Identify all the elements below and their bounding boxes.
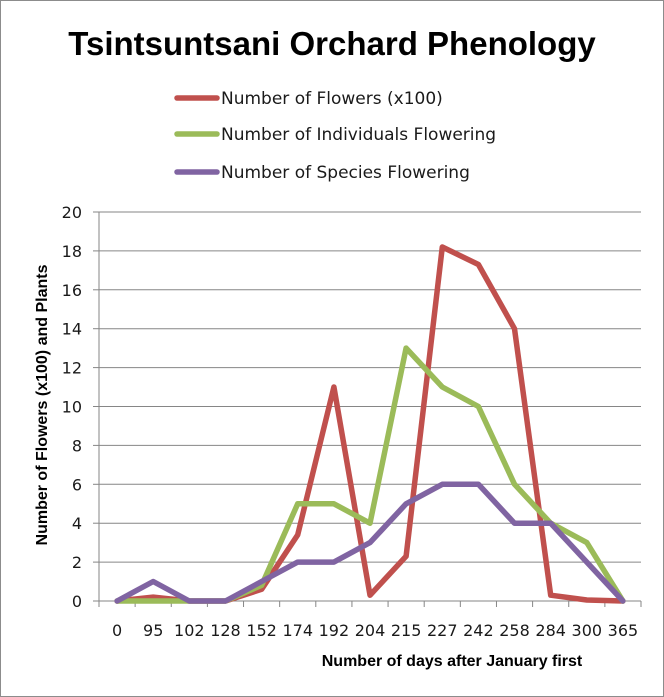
x-tick-label: 174 <box>282 621 313 640</box>
legend-label: Number of Species Flowering <box>221 163 470 183</box>
y-tick-label: 0 <box>72 592 82 611</box>
x-tick-label: 192 <box>319 621 350 640</box>
x-tick-label: 152 <box>246 621 277 640</box>
y-tick-label: 14 <box>62 320 82 339</box>
x-tick-label: 300 <box>572 621 603 640</box>
series-line <box>114 481 626 604</box>
y-tick-label: 2 <box>72 553 82 572</box>
x-axis-ticks: 0 95 102 128 152 174 192 204 215 227 242 258 284 300 3… <box>112 621 638 640</box>
series-line <box>114 244 626 604</box>
legend-label: Number of Individuals Flowering <box>221 125 496 145</box>
x-tick-label: 0 <box>112 621 122 640</box>
y-tick-label: 20 <box>62 203 82 222</box>
x-tick-label: 365 <box>608 621 639 640</box>
series-lines <box>114 244 626 604</box>
y-tick-label: 10 <box>62 398 82 417</box>
x-axis-title: Number of days after January first <box>322 653 583 670</box>
x-tick-label: 258 <box>499 621 530 640</box>
y-axis-ticks: 0 2 4 6 8 10 12 14 16 18 20 <box>62 203 82 611</box>
x-tick-label: 128 <box>210 621 241 640</box>
x-tick-label: 215 <box>391 621 422 640</box>
chart-title: Tsintsuntsani Orchard Phenology <box>68 25 596 62</box>
x-tick-label: 204 <box>355 621 386 640</box>
x-tick-label: 102 <box>174 621 205 640</box>
x-tick-label: 284 <box>535 621 566 640</box>
y-tick-label: 6 <box>72 475 82 494</box>
x-tick-label: 227 <box>427 621 458 640</box>
gridlines <box>93 211 642 607</box>
legend: Number of Flowers (x100) Number of Indivi… <box>174 89 496 183</box>
y-tick-label: 8 <box>72 436 82 455</box>
x-tick-label: 242 <box>463 621 494 640</box>
y-axis-title: Number of Flowers (x100) and Plants <box>34 264 51 545</box>
y-tick-label: 18 <box>62 242 82 261</box>
x-tick-label: 95 <box>143 621 163 640</box>
y-tick-label: 12 <box>62 359 82 378</box>
y-tick-label: 16 <box>62 281 82 300</box>
legend-label: Number of Flowers (x100) <box>221 89 443 109</box>
y-tick-label: 4 <box>72 514 82 533</box>
